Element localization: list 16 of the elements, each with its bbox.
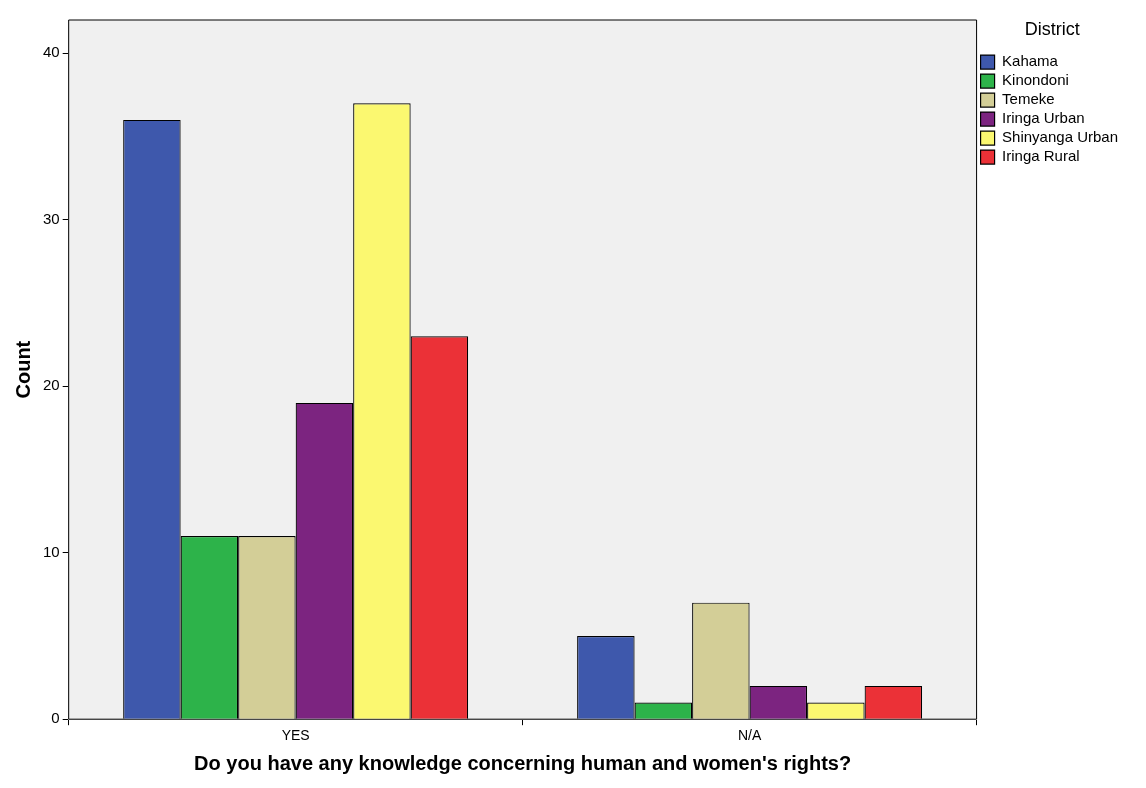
y-tick-label: 30 — [43, 209, 60, 227]
y-tick-label: 20 — [43, 376, 60, 394]
legend-label: Iringa Urban — [1002, 109, 1085, 127]
x-tick-label: YES — [281, 727, 310, 744]
y-axis-title: Count — [11, 340, 34, 399]
legend-title: District — [1024, 18, 1080, 39]
legend-label: Temeke — [1002, 90, 1055, 108]
x-axis-title: Do you have any knowledge concerning human and women's rights? — [194, 751, 852, 774]
x-tick-label: N/A — [737, 727, 762, 744]
y-tick-label: 10 — [43, 542, 60, 560]
y-tick-label: 40 — [43, 43, 60, 61]
legend-label: Kahama — [1002, 52, 1059, 70]
legend-label: Kinondoni — [1002, 71, 1069, 89]
y-tick-label: 0 — [51, 709, 60, 727]
legend-label: Shinyanga Urban — [1002, 128, 1119, 146]
legend-label: Iringa Rural — [1002, 147, 1080, 165]
